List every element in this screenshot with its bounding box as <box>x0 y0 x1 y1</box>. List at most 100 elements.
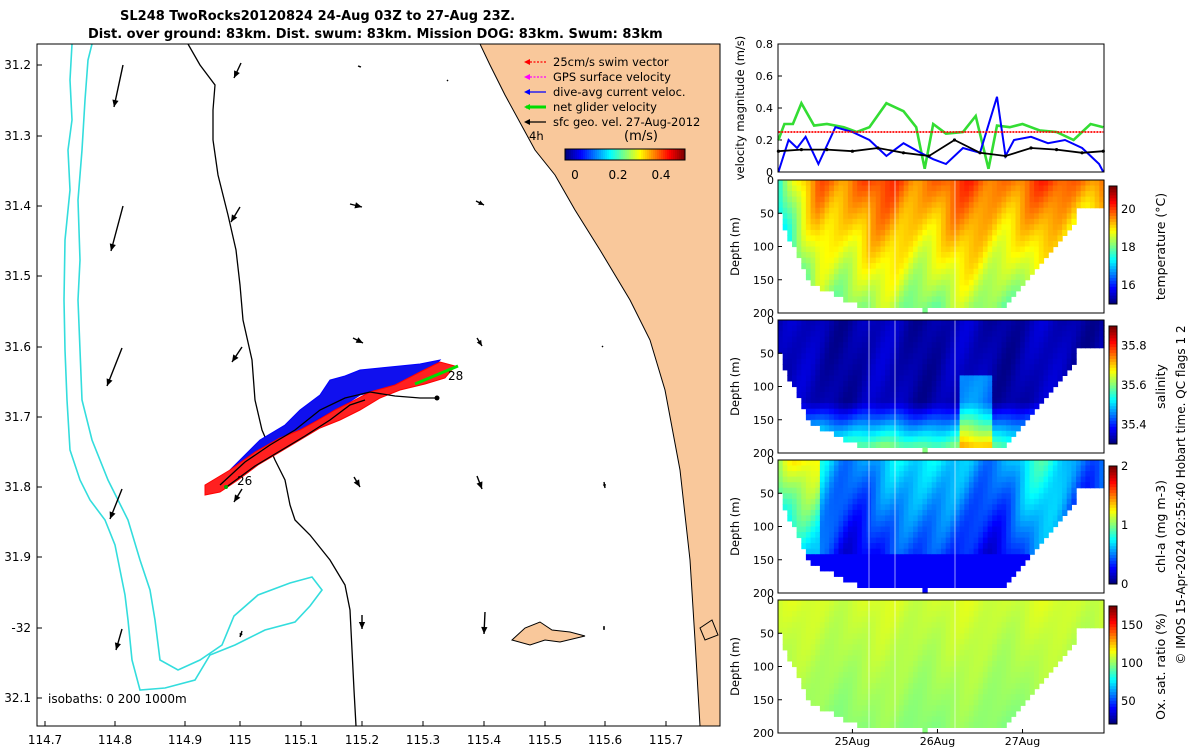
heatmap-cell <box>829 605 835 612</box>
heatmap-cell <box>955 235 961 242</box>
heatmap-cell <box>889 336 896 343</box>
heatmap-cell <box>899 419 905 426</box>
heatmap-cell <box>792 638 798 645</box>
heatmap-cell <box>968 241 975 248</box>
heatmap-cell <box>847 465 854 472</box>
heatmap-cell <box>1071 331 1077 338</box>
heatmap-cell <box>889 246 896 253</box>
heatmap-cell <box>894 347 900 354</box>
heatmap-cell <box>843 548 849 555</box>
heatmap-cell <box>792 207 798 214</box>
heatmap-cell <box>847 202 854 209</box>
heatmap-cell <box>982 386 989 393</box>
colorbar-cell <box>1109 435 1117 439</box>
heatmap-cell <box>871 436 877 443</box>
heatmap-cell <box>1010 320 1017 327</box>
heatmap-cell <box>1043 202 1049 209</box>
heatmap-cell <box>1052 202 1059 209</box>
heatmap-cell <box>987 403 993 410</box>
heatmap-cell <box>922 185 928 192</box>
heatmap-cell <box>1024 554 1031 561</box>
heatmap-cell <box>885 397 891 404</box>
heatmap-cell <box>941 257 947 264</box>
heatmap-cell <box>978 364 984 371</box>
heatmap-cell <box>871 441 877 448</box>
heatmap-cell <box>1034 342 1040 349</box>
heatmap-cell <box>996 257 1003 264</box>
heatmap-cell <box>941 554 947 561</box>
heatmap-cell <box>833 504 840 511</box>
heatmap-cell <box>810 191 816 198</box>
heatmap-cell <box>903 655 909 662</box>
heatmap-cell <box>908 699 914 706</box>
heatmap-cell <box>778 185 784 192</box>
heatmap-cell <box>1006 235 1012 242</box>
heatmap-cell <box>782 644 788 651</box>
heatmap-cell <box>992 408 998 415</box>
heatmap-cell <box>968 381 975 388</box>
heatmap-cell <box>792 622 798 629</box>
heatmap-cell <box>1015 218 1021 225</box>
heatmap-cell <box>959 229 965 236</box>
heatmap-cell <box>843 627 849 634</box>
heatmap-cell <box>987 414 993 421</box>
heatmap-cell <box>973 235 979 242</box>
heatmap-cell <box>1015 381 1021 388</box>
heatmap-cell <box>927 425 933 432</box>
heatmap-cell <box>1043 325 1049 332</box>
heatmap-cell <box>824 325 830 332</box>
heatmap-cell <box>1024 191 1031 198</box>
heatmap-cell <box>782 224 788 231</box>
colorbar-cell <box>647 149 650 160</box>
heatmap-cell <box>1015 493 1021 500</box>
heatmap-cell <box>917 274 923 281</box>
heatmap-cell <box>1024 342 1031 349</box>
heatmap-cell <box>908 644 914 651</box>
heatmap-cell <box>992 436 998 443</box>
heatmap-cell <box>1043 342 1049 349</box>
heatmap-cell <box>950 279 956 286</box>
heatmap-cell <box>908 425 914 432</box>
heatmap-cell <box>1048 347 1054 354</box>
heatmap-cell <box>968 375 975 382</box>
heatmap-cell <box>978 460 984 467</box>
heatmap-cell <box>1006 482 1012 489</box>
heatmap-cell <box>1099 336 1105 343</box>
heatmap-cell <box>810 509 816 516</box>
heatmap-cell <box>1038 325 1045 332</box>
heatmap-cell <box>1071 180 1077 187</box>
colorbar-cell <box>605 149 608 160</box>
heatmap-cell <box>950 441 956 448</box>
heatmap-cell <box>1052 498 1059 505</box>
heatmap-cell <box>796 191 802 198</box>
colorbar-cell <box>1109 289 1117 293</box>
heatmap-cell <box>894 487 900 494</box>
heatmap-cell <box>857 320 863 327</box>
heatmap-cell <box>973 296 979 303</box>
heatmap-cell <box>987 358 993 365</box>
heatmap-cell <box>819 414 826 421</box>
velocity-arrow <box>109 205 124 252</box>
heatmap-cell <box>917 268 923 275</box>
heatmap-cell <box>1038 487 1045 494</box>
colorbar-cell <box>633 149 636 160</box>
heatmap-cell <box>903 622 909 629</box>
heatmap-cell <box>857 605 863 612</box>
heatmap-cell <box>885 543 891 550</box>
heatmap-cell <box>936 353 942 360</box>
heatmap-cell <box>847 498 854 505</box>
heatmap-cell <box>1001 493 1007 500</box>
heatmap-cell <box>955 331 961 338</box>
heatmap-cell <box>782 627 788 634</box>
heatmap-cell <box>810 336 816 343</box>
heatmap-cell <box>945 241 951 248</box>
heatmap-cell <box>889 688 896 695</box>
heatmap-cell <box>992 224 998 231</box>
heatmap-cell <box>838 471 844 478</box>
heatmap-cell <box>941 191 947 198</box>
colorbar-cell <box>1109 346 1117 351</box>
heatmap-cell <box>819 532 826 539</box>
heatmap-cell <box>810 476 816 483</box>
isobath-200m <box>187 44 357 726</box>
heatmap-cell <box>978 515 984 522</box>
